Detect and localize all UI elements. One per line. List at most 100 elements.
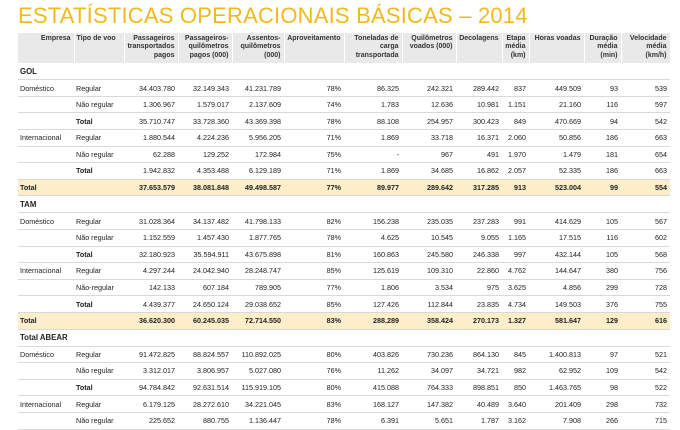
cell-value: 522: [621, 379, 670, 397]
cell-value: 845: [502, 346, 529, 364]
cell-value: 616: [621, 312, 670, 330]
table-row: Não regular 3.312.017 3.806.957 5.027.080 76…: [18, 362, 670, 380]
cell-value: 317.285: [456, 179, 502, 197]
cell-flight-type: Regular: [74, 129, 124, 147]
cell-category: Internacional: [18, 262, 74, 280]
cell-category: Total: [18, 179, 74, 197]
cell-value: 32.149.343: [178, 79, 232, 97]
cell-value: 78%: [284, 229, 344, 247]
cell-value: 21.160: [529, 96, 584, 114]
cell-category: [18, 295, 74, 313]
cell-value: 17.515: [529, 229, 584, 247]
cell-value: 1.783: [344, 96, 402, 114]
cell-value: 172.984: [232, 146, 284, 164]
column-header: Passageiros transportados pagos: [124, 33, 179, 64]
cell-value: 34.685: [402, 162, 456, 180]
cell-value: 225.652: [124, 412, 178, 430]
column-header: Quilômetros voados (000): [402, 33, 457, 64]
cell-value: 32.180.923: [124, 246, 178, 264]
cell-category: [18, 379, 74, 397]
cell-flight-type: Total: [74, 112, 124, 130]
cell-value: 542: [621, 112, 670, 130]
company-row: GOL: [18, 63, 670, 81]
cell-value: 71%: [284, 129, 344, 147]
cell-value: 91.472.825: [124, 346, 178, 364]
cell-value: 1.806: [344, 279, 402, 297]
cell-value: 34.403.780: [124, 79, 178, 97]
table-row: Doméstico Regular 31.028.364 34.137.482 41.7…: [18, 212, 670, 230]
cell-flight-type: Regular: [74, 395, 124, 413]
cell-value: 991: [502, 212, 529, 230]
column-header: Aproveitamento: [284, 33, 345, 64]
cell-value: 78%: [284, 412, 344, 430]
cell-value: 86.325: [344, 79, 402, 97]
column-header: Empresa: [18, 33, 75, 64]
cell-value: 49.498.587: [232, 179, 284, 197]
cell-value: 288.289: [344, 312, 402, 330]
company-name: Total ABEAR: [18, 329, 670, 347]
cell-value: 4.762: [502, 262, 529, 280]
cell-value: 789.905: [232, 279, 284, 297]
cell-value: 77%: [284, 279, 344, 297]
cell-value: 1.869: [344, 162, 402, 180]
cell-value: 298: [584, 395, 621, 413]
cell-value: -: [344, 146, 402, 164]
cell-value: 7.908: [529, 412, 584, 430]
cell-value: 6.129.189: [232, 162, 284, 180]
cell-value: 78%: [284, 79, 344, 97]
cell-value: 12.636: [402, 96, 456, 114]
cell-value: 41.798.133: [232, 212, 284, 230]
cell-value: 376: [584, 295, 621, 313]
cell-value: 10.545: [402, 229, 456, 247]
company-row: Total ABEAR: [18, 329, 670, 347]
cell-value: 715: [621, 412, 670, 430]
cell-value: 97: [584, 346, 621, 364]
cell-value: 246.338: [456, 246, 502, 264]
cell-value: 35.594.911: [178, 246, 232, 264]
cell-value: 491: [456, 146, 502, 164]
cell-value: 34.221.045: [232, 395, 284, 413]
cell-value: 4.353.488: [178, 162, 232, 180]
table-row: Internacional Regular 6.179.125 28.272.610 3…: [18, 395, 670, 413]
cell-value: 88.108: [344, 112, 402, 130]
cell-flight-type: Não regular: [74, 96, 124, 114]
cell-value: 94.784.842: [124, 379, 178, 397]
cell-value: 28.272.610: [178, 395, 232, 413]
subtotal-row: Total 94.784.842 92.631.514 115.919.105 80% 4…: [18, 379, 670, 397]
cell-flight-type: Total: [74, 379, 124, 397]
cell-value: 34.097: [402, 362, 456, 380]
column-header: Decolagens: [456, 33, 503, 64]
cell-value: 36.620.300: [124, 312, 178, 330]
cell-value: 4.439.377: [124, 295, 178, 313]
cell-value: 849: [502, 112, 529, 130]
cell-value: 521: [621, 346, 670, 364]
cell-value: 99: [584, 179, 621, 197]
cell-value: 105: [584, 246, 621, 264]
cell-value: 5.956.205: [232, 129, 284, 147]
cell-value: 602: [621, 229, 670, 247]
cell-value: 23.835: [456, 295, 502, 313]
cell-flight-type: Total: [74, 162, 124, 180]
cell-value: 850: [502, 379, 529, 397]
cell-value: 116: [584, 229, 621, 247]
cell-value: 3.625: [502, 279, 529, 297]
cell-category: Doméstico: [18, 212, 74, 230]
cell-category: [18, 279, 74, 297]
cell-value: 245.580: [402, 246, 456, 264]
cell-value: 235.035: [402, 212, 456, 230]
cell-value: 31.028.364: [124, 212, 178, 230]
cell-value: 149.503: [529, 295, 584, 313]
cell-value: 4.625: [344, 229, 402, 247]
cell-value: 764.333: [402, 379, 456, 397]
cell-value: 88.824.557: [178, 346, 232, 364]
cell-value: 1.457.430: [178, 229, 232, 247]
cell-value: 542: [621, 362, 670, 380]
cell-value: 186: [584, 162, 621, 180]
cell-value: 186: [584, 129, 621, 147]
cell-flight-type: Regular: [74, 212, 124, 230]
cell-value: 1.970: [502, 146, 529, 164]
cell-value: 237.283: [456, 212, 502, 230]
cell-value: 554: [621, 179, 670, 197]
cell-category: Internacional: [18, 395, 74, 413]
cell-flight-type: Regular: [74, 262, 124, 280]
